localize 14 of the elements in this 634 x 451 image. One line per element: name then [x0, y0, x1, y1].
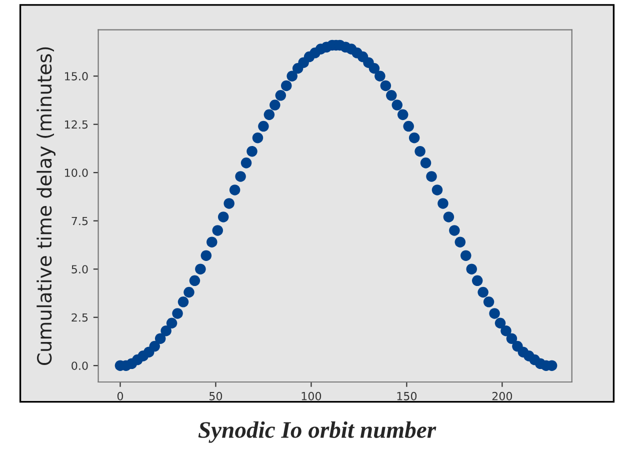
x-tick-label: 200: [492, 392, 512, 400]
y-tick-label: 0.0: [72, 362, 88, 370]
y-tick-label: 2.5: [72, 313, 88, 322]
y-tick-label: 10.0: [65, 168, 88, 177]
x-tick-label: 50: [210, 392, 222, 400]
y-axis-title: Cumulative time delay (minutes): [36, 47, 56, 366]
x-tick-label: 0: [117, 392, 124, 400]
x-tick-label: 100: [302, 392, 322, 400]
y-tick-label: 12.5: [65, 120, 88, 129]
y-tick-label: 15.0: [65, 72, 88, 80]
x-tick-label: 150: [397, 392, 417, 400]
y-tick-label: 7.5: [72, 216, 88, 226]
y-tick-label: 5.0: [72, 265, 88, 274]
x-axis-title: Synodic Io orbit number: [198, 421, 436, 443]
